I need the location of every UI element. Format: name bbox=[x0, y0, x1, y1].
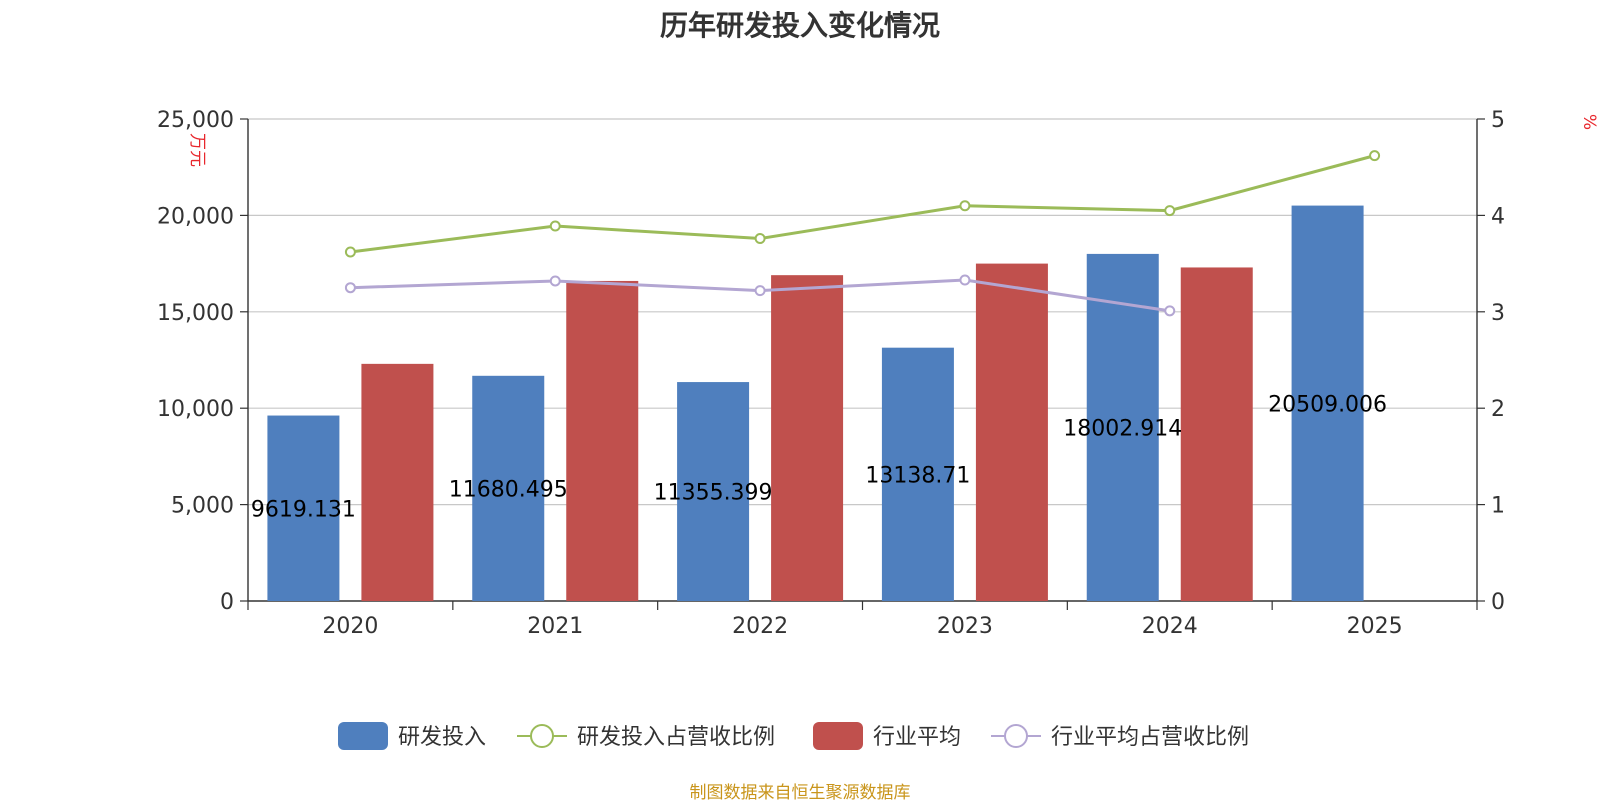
point-行业平均占营收比例 bbox=[959, 274, 971, 286]
bar-研发投入-2021 bbox=[472, 375, 545, 601]
left-axis-tick-label: 10,000 bbox=[157, 397, 234, 422]
bar-研发投入-2024 bbox=[1086, 253, 1159, 602]
legend-marker-行业平均占营收比例 bbox=[1004, 724, 1028, 748]
data-label: 18002.914 bbox=[1063, 416, 1182, 441]
data-source-note: 制图数据来自恒生聚源数据库 bbox=[689, 783, 911, 803]
x-axis-tick-label: 2024 bbox=[1142, 614, 1198, 639]
chart-title: 历年研发投入变化情况 bbox=[659, 9, 940, 42]
point-行业平均占营收比例 bbox=[1164, 305, 1176, 317]
point-研发投入占营收比例 bbox=[344, 246, 356, 258]
left-axis-tick-label: 15,000 bbox=[157, 301, 234, 326]
point-行业平均占营收比例 bbox=[754, 285, 766, 297]
bar-研发投入-2025 bbox=[1291, 205, 1364, 601]
left-axis-tick-label: 5,000 bbox=[171, 494, 234, 519]
bar-研发投入-2022 bbox=[677, 382, 750, 601]
bar-研发投入-2020 bbox=[267, 415, 340, 601]
right-axis-tick-label: 4 bbox=[1491, 204, 1505, 229]
x-axis-tick-label: 2021 bbox=[527, 614, 583, 639]
point-研发投入占营收比例 bbox=[1164, 205, 1176, 217]
bar-行业平均-2021 bbox=[566, 280, 639, 601]
bar-行业平均-2020 bbox=[361, 363, 434, 601]
right-axis-tick-label: 0 bbox=[1491, 590, 1505, 615]
data-label: 13138.71 bbox=[865, 463, 970, 488]
bar-行业平均-2024 bbox=[1180, 267, 1253, 601]
left-axis-tick-label: 25,000 bbox=[157, 108, 234, 133]
point-研发投入占营收比例 bbox=[754, 233, 766, 245]
legend-label: 研发投入 bbox=[398, 725, 486, 750]
data-labels: 9619.131 11680.495 11355.399 13138.71 18002.… bbox=[251, 392, 1387, 522]
right-axis-tick-label: 1 bbox=[1491, 494, 1505, 519]
legend-label: 行业平均 bbox=[873, 725, 961, 750]
bars bbox=[267, 205, 1364, 602]
point-行业平均占营收比例 bbox=[549, 275, 561, 287]
data-label: 11355.399 bbox=[654, 481, 773, 506]
right-axis-tick-label: 5 bbox=[1491, 108, 1505, 133]
bar-研发投入-2023 bbox=[881, 347, 954, 601]
left-axis-unit: 万元 bbox=[187, 133, 207, 167]
right-axis-tick-label: 2 bbox=[1491, 397, 1505, 422]
lines bbox=[344, 150, 1381, 317]
data-label: 20509.006 bbox=[1268, 392, 1387, 417]
axes: 0 5,000 10,000 15,000 20,000 25,000 0 1 2 3 4 5 2020… bbox=[157, 108, 1599, 639]
legend-swatch-研发投入 bbox=[338, 722, 388, 750]
legend-swatch-行业平均 bbox=[813, 722, 863, 750]
point-行业平均占营收比例 bbox=[344, 282, 356, 294]
legend-label: 研发投入占营收比例 bbox=[577, 725, 775, 750]
legend: 研发投入 研发投入占营收比例 行业平均 行业平均占营收比例 bbox=[338, 722, 1249, 750]
left-axis-tick-label: 20,000 bbox=[157, 204, 234, 229]
x-axis-tick-label: 2025 bbox=[1347, 614, 1403, 639]
legend-marker-研发投入占营收比例 bbox=[530, 724, 554, 748]
point-研发投入占营收比例 bbox=[1369, 150, 1381, 162]
x-axis-tick-label: 2023 bbox=[937, 614, 993, 639]
grid-lines bbox=[248, 118, 1477, 506]
point-研发投入占营收比例 bbox=[549, 220, 561, 232]
line-研发投入占营收比例 bbox=[350, 154, 1375, 254]
bar-行业平均-2023 bbox=[975, 263, 1048, 601]
right-axis-unit: % bbox=[1579, 114, 1599, 130]
bar-行业平均-2022 bbox=[771, 275, 844, 601]
x-axis-tick-label: 2022 bbox=[732, 614, 788, 639]
left-axis-tick-label: 0 bbox=[220, 590, 234, 615]
x-axis-tick-label: 2020 bbox=[322, 614, 378, 639]
legend-label: 行业平均占营收比例 bbox=[1051, 725, 1249, 750]
right-axis-tick-label: 3 bbox=[1491, 301, 1505, 326]
point-研发投入占营收比例 bbox=[959, 200, 971, 212]
data-label: 11680.495 bbox=[449, 477, 568, 502]
data-label: 9619.131 bbox=[251, 497, 356, 522]
